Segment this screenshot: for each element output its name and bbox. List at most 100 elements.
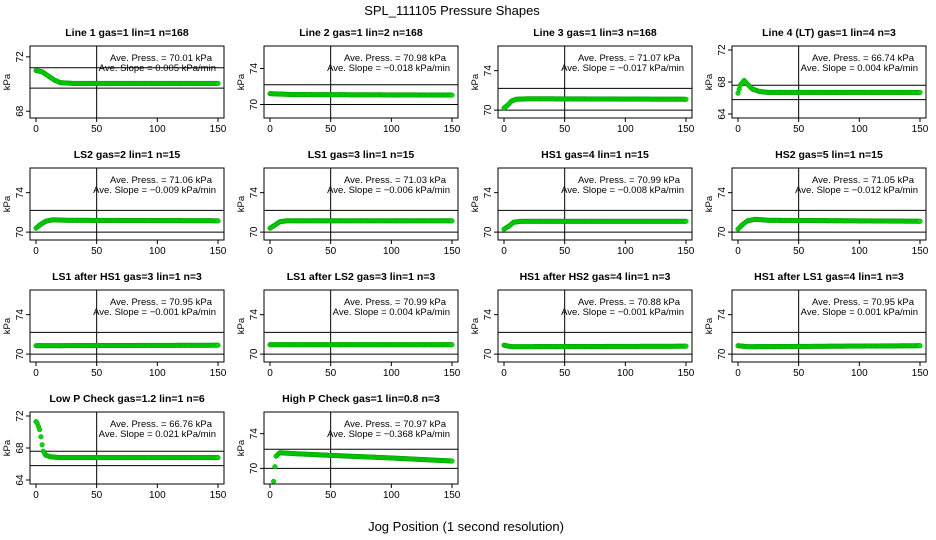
y-tick-label: 74 xyxy=(717,187,728,199)
data-point xyxy=(215,80,221,86)
panel-title: Line 4 (LT) gas=1 lin=4 n=3 xyxy=(762,27,896,39)
plot-frame xyxy=(263,45,459,119)
y-tick-label: 70 xyxy=(15,226,26,238)
x-tick-label: 100 xyxy=(617,368,634,379)
x-tick-label: 50 xyxy=(325,124,337,135)
panel-13: Low P Check gas=1.2 lin=1 n=6 0 50 100 150 64… xyxy=(2,393,227,501)
panel-title: Line 3 gas=1 lin=3 n=168 xyxy=(533,27,657,39)
x-tick-label: 100 xyxy=(851,246,868,257)
y-axis-label: kPa xyxy=(470,317,481,334)
data-points xyxy=(501,218,689,232)
data-point xyxy=(449,218,455,224)
y-axis-label: kPa xyxy=(236,73,247,90)
x-tick-label: 50 xyxy=(325,490,337,501)
data-points xyxy=(267,218,455,231)
x-tick-label: 50 xyxy=(559,246,571,257)
x-tick-label: 150 xyxy=(210,368,227,379)
ave-press-annotation: Ave. Press. = 70.95 kPa xyxy=(812,297,915,308)
ave-press-annotation: Ave. Press. = 71.06 kPa xyxy=(110,175,213,186)
ave-press-annotation: Ave. Press. = 70.88 kPa xyxy=(578,297,681,308)
x-tick-label: 50 xyxy=(793,124,805,135)
ave-slope-annotation: Ave. Slope = 0.005 kPa/min xyxy=(99,63,216,74)
ave-slope-annotation: Ave. Slope = 0.004 kPa/min xyxy=(801,63,918,74)
y-tick-label: 70 xyxy=(717,348,728,360)
panel-1: Line 1 gas=1 lin=1 n=168 0 50 100 150 68 72kPa… xyxy=(2,27,227,135)
panel-11: HS1 after HS2 gas=4 lin=1 n=3 0 50 100 150 70… xyxy=(470,271,695,379)
y-axis-label: kPa xyxy=(470,195,481,212)
data-points xyxy=(267,342,455,348)
x-tick-label: 100 xyxy=(149,490,166,501)
data-points xyxy=(267,91,455,98)
x-tick-label: 100 xyxy=(383,490,400,501)
y-axis-label: kPa xyxy=(704,317,715,334)
x-tick-label: 0 xyxy=(735,368,741,379)
x-tick-label: 50 xyxy=(91,124,103,135)
ave-slope-annotation: Ave. Slope = −0.018 kPa/min xyxy=(327,63,450,74)
y-tick-label: 72 xyxy=(15,51,26,63)
x-tick-label: 100 xyxy=(851,124,868,135)
y-tick-label: 72 xyxy=(717,44,728,56)
x-tick-label: 0 xyxy=(267,246,273,257)
panel-9: LS1 after HS1 gas=3 lin=1 n=3 0 50 100 150 70… xyxy=(2,271,227,379)
plot-frame xyxy=(29,45,225,119)
ave-slope-annotation: Ave. Slope = −0.009 kPa/min xyxy=(93,185,216,196)
panel-title: HS1 after LS1 gas=4 lin=1 n=3 xyxy=(754,271,904,283)
data-point xyxy=(39,442,45,448)
ave-slope-annotation: Ave. Slope = 0.001 kPa/min xyxy=(801,307,918,318)
y-tick-label: 70 xyxy=(717,226,728,238)
y-tick-label: 70 xyxy=(249,226,260,238)
data-point xyxy=(272,464,278,470)
figure-title: SPL_111105 Pressure Shapes xyxy=(364,3,540,18)
x-tick-label: 50 xyxy=(559,368,571,379)
y-tick-label: 74 xyxy=(249,63,260,75)
x-tick-label: 50 xyxy=(793,368,805,379)
y-axis-label: kPa xyxy=(704,73,715,90)
y-axis-label: kPa xyxy=(2,195,13,212)
ave-slope-annotation: Ave. Slope = 0.004 kPa/min xyxy=(333,307,450,318)
plot-frame xyxy=(731,167,927,241)
data-point xyxy=(215,342,221,348)
x-tick-label: 0 xyxy=(501,124,507,135)
x-tick-label: 150 xyxy=(912,124,929,135)
y-tick-label: 64 xyxy=(717,108,728,120)
data-point xyxy=(449,458,455,464)
ave-press-annotation: Ave. Press. = 66.76 kPa xyxy=(110,419,213,430)
y-tick-label: 70 xyxy=(483,104,494,116)
data-point xyxy=(449,92,455,98)
x-tick-label: 0 xyxy=(33,246,39,257)
ave-press-annotation: Ave. Press. = 70.95 kPa xyxy=(110,297,213,308)
ave-press-annotation: Ave. Press. = 70.98 kPa xyxy=(344,53,447,64)
ave-slope-annotation: Ave. Slope = −0.001 kPa/min xyxy=(561,307,684,318)
panel-2: Line 2 gas=1 lin=2 n=168 0 50 100 150 70 74kPa… xyxy=(236,27,461,135)
x-tick-label: 50 xyxy=(91,368,103,379)
ave-press-annotation: Ave. Press. = 70.01 kPa xyxy=(110,53,213,64)
data-points xyxy=(33,342,221,349)
x-tick-label: 150 xyxy=(678,246,695,257)
data-point xyxy=(449,342,455,348)
x-tick-label: 50 xyxy=(793,246,805,257)
x-tick-label: 0 xyxy=(33,124,39,135)
x-tick-label: 50 xyxy=(559,124,571,135)
x-tick-label: 150 xyxy=(210,246,227,257)
panel-title: LS2 gas=2 lin=1 n=15 xyxy=(74,149,181,161)
panel-title: HS1 after HS2 gas=4 lin=1 n=3 xyxy=(520,271,671,283)
x-tick-label: 150 xyxy=(678,124,695,135)
y-tick-label: 64 xyxy=(15,474,26,486)
y-tick-label: 74 xyxy=(483,187,494,199)
panel-title: Line 1 gas=1 lin=1 n=168 xyxy=(65,27,189,39)
x-tick-label: 150 xyxy=(444,368,461,379)
y-axis-label: kPa xyxy=(236,317,247,334)
ave-press-annotation: Ave. Press. = 71.07 kPa xyxy=(578,53,681,64)
y-tick-label: 70 xyxy=(249,99,260,111)
data-points xyxy=(735,343,923,350)
x-tick-label: 50 xyxy=(91,246,103,257)
ave-slope-annotation: Ave. Slope = 0.021 kPa/min xyxy=(99,429,216,440)
ave-press-annotation: Ave. Press. = 70.99 kPa xyxy=(578,175,681,186)
plot-frame xyxy=(497,167,693,241)
figure-xlabel: Jog Position (1 second resolution) xyxy=(368,519,564,534)
data-point xyxy=(37,427,43,433)
x-tick-label: 50 xyxy=(91,490,103,501)
